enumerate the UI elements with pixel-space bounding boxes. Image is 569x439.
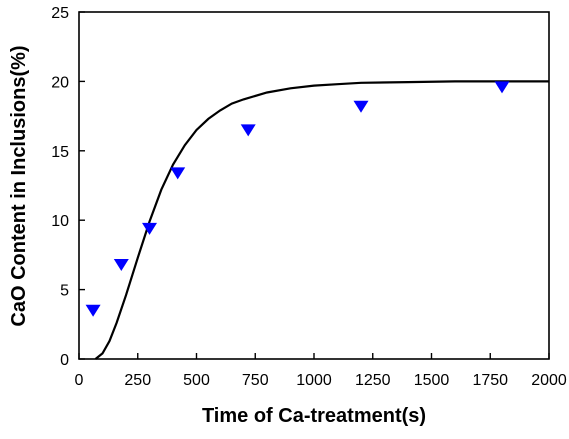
y-tick-label: 25 [51, 5, 69, 22]
x-tick-label: 250 [124, 372, 151, 389]
data-markers [85, 81, 510, 317]
y-axis-title: CaO Content in Inclusions(%) [8, 45, 30, 326]
y-tick-label: 15 [51, 144, 69, 161]
data-point [170, 167, 186, 180]
y-tick-label: 5 [60, 283, 69, 300]
y-tick-label: 0 [60, 352, 69, 369]
y-axis-ticks: 0 5 10 15 20 25 [51, 5, 85, 369]
data-point [494, 81, 510, 94]
x-tick-label: 0 [75, 372, 84, 389]
x-tick-label: 750 [242, 372, 269, 389]
x-axis-ticks: 0 250 500 750 1000 1250 1500 1750 2000 [75, 353, 567, 389]
data-point [85, 304, 101, 317]
data-point [353, 100, 369, 113]
x-tick-label: 1750 [472, 372, 508, 389]
fit-curve [94, 80, 549, 360]
x-axis-title: Time of Ca-treatment(s) [202, 405, 426, 427]
data-point [113, 258, 129, 271]
x-tick-label: 1000 [296, 372, 332, 389]
x-tick-label: 1500 [414, 372, 450, 389]
plot-frame [78, 11, 550, 360]
y-tick-label: 10 [51, 213, 69, 230]
y-tick-label: 20 [51, 74, 69, 91]
x-tick-label: 500 [183, 372, 210, 389]
x-tick-label: 2000 [531, 372, 567, 389]
x-tick-label: 1250 [355, 372, 391, 389]
data-point [240, 124, 256, 137]
data-point [142, 222, 157, 235]
